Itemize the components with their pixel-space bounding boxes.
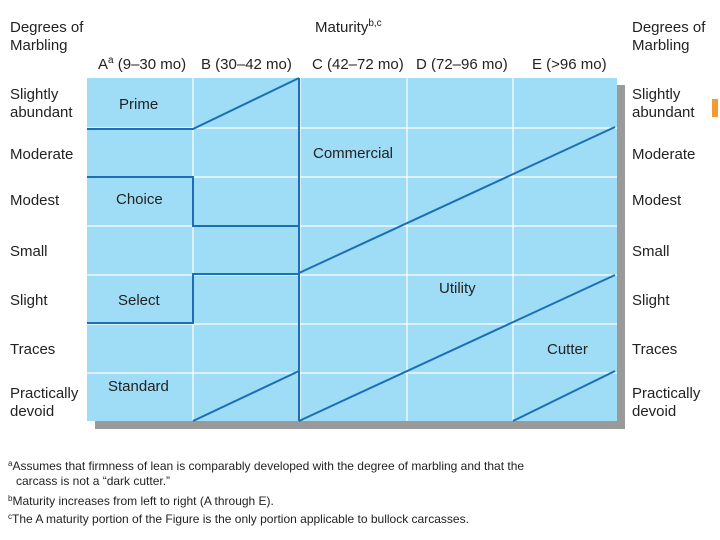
grade-cutter: Cutter xyxy=(547,341,588,358)
maturity-footnote-marker: b,c xyxy=(368,18,382,29)
row-label-slight-left: Slight xyxy=(10,292,48,309)
left-axis-title-line1: Degrees of xyxy=(10,19,84,36)
utility-cutter-boundary xyxy=(298,274,616,422)
footnote-a-continued: carcass is not a “dark cutter.” xyxy=(16,474,171,488)
right-axis-title: Degrees of Marbling xyxy=(632,19,705,55)
footnote-a: aAssumes that firmness of lean is compar… xyxy=(8,459,524,473)
row-label-slight-right: Slight xyxy=(632,292,670,309)
row-label-text: Practically xyxy=(10,385,79,402)
footnote-b-text: Maturity increases from left to right (A… xyxy=(12,494,274,508)
column-header-e: E (>96 mo) xyxy=(532,56,607,73)
grade-standard: Standard xyxy=(108,378,169,395)
maturity-title: Maturityb,c xyxy=(315,19,382,37)
row-label-text: abundant xyxy=(632,104,695,121)
row-label-small-left: Small xyxy=(10,243,48,260)
column-header-d: D (72–96 mo) xyxy=(416,56,508,73)
column-header-c: C (42–72 mo) xyxy=(312,56,404,73)
left-axis-title: Degrees of Marbling xyxy=(10,19,83,55)
grade-commercial: Commercial xyxy=(313,145,394,162)
footnote-a-line1: Assumes that firmness of lean is compara… xyxy=(12,459,525,473)
boundaries xyxy=(87,77,616,422)
right-axis-title-line2: Marbling xyxy=(632,37,690,54)
orange-accent-bar xyxy=(712,99,718,117)
footnote-c-marker: c xyxy=(8,512,12,521)
cutter-diagonal-boundary xyxy=(512,370,616,422)
row-label-moderate-left: Moderate xyxy=(10,146,74,163)
maturity-label: Maturity xyxy=(315,19,369,36)
footnote-b-marker: b xyxy=(8,494,13,503)
row-label-slightly-abundant-left: Slightly abundant xyxy=(10,86,73,122)
footnote-c-text: The A maturity portion of the Figure is … xyxy=(12,512,469,526)
row-label-text: abundant xyxy=(10,104,73,121)
row-label-slightly-abundant-right: Slightly abundant xyxy=(632,86,695,122)
cell-grid xyxy=(87,78,617,421)
row-label-modest-left: Modest xyxy=(10,192,60,209)
grade-select: Select xyxy=(118,292,160,309)
standard-diagonal-boundary xyxy=(192,370,300,422)
row-label-traces-left: Traces xyxy=(10,341,56,358)
row-label-practically-devoid-left: Practically devoid xyxy=(10,385,78,421)
row-label-moderate-right: Moderate xyxy=(632,146,696,163)
right-axis-title-line1: Degrees of xyxy=(632,19,706,36)
row-label-text: Practically xyxy=(632,385,701,402)
row-label-text: Slightly xyxy=(632,86,681,103)
grade-prime: Prime xyxy=(119,96,159,113)
row-label-text: devoid xyxy=(10,403,55,420)
row-label-small-right: Small xyxy=(632,243,670,260)
commercial-utility-boundary xyxy=(298,126,616,274)
column-header-a: Aa (9–30 mo) xyxy=(98,55,187,74)
footnote-a-marker: a xyxy=(8,459,13,468)
grade-boundary-lines xyxy=(87,77,617,422)
left-axis-title-line2: Marbling xyxy=(10,37,68,54)
prime-choice-boundary xyxy=(87,77,300,130)
row-label-practically-devoid-right: Practically devoid xyxy=(632,385,700,421)
row-label-text: Slightly xyxy=(10,86,59,103)
column-header-b: B (30–42 mo) xyxy=(201,56,292,73)
grade-utility: Utility xyxy=(439,280,476,297)
row-label-modest-right: Modest xyxy=(632,192,682,209)
column-a-letter: A xyxy=(98,56,109,73)
row-label-text: devoid xyxy=(632,403,677,420)
row-label-traces-right: Traces xyxy=(632,341,678,358)
column-a-footnote-marker: a xyxy=(108,55,114,66)
footnote-b: bMaturity increases from left to right (… xyxy=(8,494,274,508)
grade-choice: Choice xyxy=(116,191,163,208)
footnote-c: cThe A maturity portion of the Figure is… xyxy=(8,512,469,526)
column-a-range: (9–30 mo) xyxy=(113,56,187,73)
